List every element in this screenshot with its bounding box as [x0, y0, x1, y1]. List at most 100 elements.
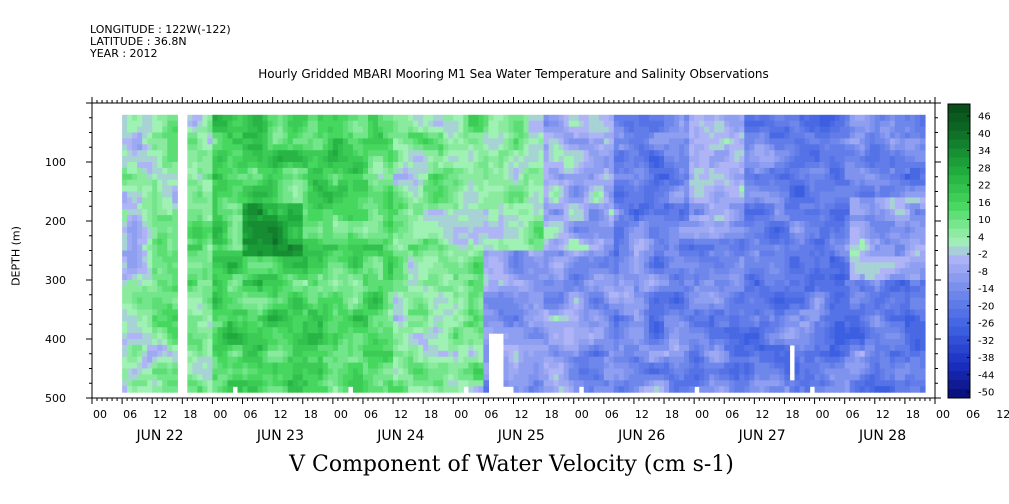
heatmap-cell [423, 232, 429, 240]
heatmap-cell [603, 285, 610, 293]
heatmap-cell [282, 297, 289, 305]
heatmap-cell [563, 368, 570, 375]
heatmap-cell [187, 386, 193, 393]
heatmap-cell [603, 191, 610, 198]
heatmap-cell [468, 203, 474, 210]
heatmap-cell [222, 132, 229, 139]
heatmap-cell [227, 285, 234, 293]
heatmap-cell [593, 226, 600, 234]
heatmap-cell [508, 356, 515, 364]
heatmap-cell [297, 356, 304, 364]
heatmap-cell [603, 138, 610, 145]
heatmap-cell [443, 285, 449, 293]
heatmap-cell [659, 114, 665, 122]
heatmap-cell [518, 197, 525, 204]
heatmap-cell [147, 197, 153, 204]
heatmap-cell [192, 238, 198, 246]
heatmap-cell [237, 309, 244, 316]
heatmap-cell [393, 167, 399, 175]
heatmap-cell [403, 250, 409, 257]
heatmap-cell [322, 114, 329, 122]
heatmap-cell [603, 291, 610, 299]
heatmap-cell [352, 374, 359, 381]
heatmap-cell [643, 297, 650, 305]
heatmap-cell [237, 344, 244, 352]
heatmap-cell [232, 262, 239, 269]
heatmap-cell [132, 162, 138, 169]
heatmap-cell [347, 268, 354, 275]
heatmap-cell [498, 114, 505, 122]
heatmap-cell [423, 309, 429, 316]
heatmap-cell [342, 344, 349, 352]
heatmap-cell [633, 226, 640, 234]
heatmap-cell [593, 291, 600, 299]
heatmap-cell [157, 380, 163, 387]
heatmap-cell [267, 386, 274, 393]
heatmap-cell [127, 114, 133, 122]
heatmap-cell [297, 138, 304, 145]
heatmap-cell [342, 232, 349, 240]
heatmap-cell [403, 327, 409, 334]
heatmap-cell [628, 327, 635, 334]
heatmap-cell [137, 203, 143, 210]
heatmap-cell [533, 114, 540, 122]
heatmap-cell [523, 150, 530, 157]
heatmap-cell [548, 362, 555, 370]
heatmap-cell [388, 244, 394, 252]
heatmap-cell [538, 126, 545, 134]
heatmap-cell [202, 191, 209, 198]
heatmap-cell [553, 368, 560, 375]
heatmap-cell [373, 185, 379, 193]
heatmap-cell [222, 173, 229, 181]
heatmap-cell [322, 238, 329, 246]
heatmap-cell [362, 315, 369, 322]
heatmap-cell [222, 114, 229, 122]
heatmap-cell [428, 209, 434, 216]
heatmap-cell [142, 203, 148, 210]
heatmap-cell [473, 114, 479, 122]
heatmap-cell [152, 226, 158, 234]
heatmap-cell [252, 173, 259, 181]
heatmap-cell [664, 309, 670, 316]
heatmap-cell [433, 209, 439, 216]
heatmap-cell [262, 221, 269, 228]
heatmap-cell [127, 120, 133, 128]
heatmap-cell [297, 197, 304, 204]
heatmap-cell [618, 280, 625, 287]
heatmap-cell [563, 280, 570, 287]
heatmap-cell [162, 274, 168, 281]
heatmap-cell [247, 191, 254, 198]
heatmap-cell [523, 185, 530, 193]
heatmap-cell [413, 256, 419, 263]
heatmap-cell [498, 303, 505, 311]
heatmap-cell [428, 203, 434, 210]
heatmap-cell [603, 209, 610, 216]
heatmap-cell [237, 350, 244, 358]
heatmap-cell [528, 256, 535, 263]
heatmap-cell [563, 256, 570, 263]
heatmap-cell [528, 238, 535, 246]
heatmap-cell [638, 209, 645, 216]
heatmap-cell [618, 303, 625, 311]
heatmap-cell [518, 150, 525, 157]
heatmap-cell [388, 132, 394, 139]
heatmap-cell [478, 126, 484, 134]
heatmap-cell [548, 274, 555, 281]
heatmap-cell [187, 167, 193, 175]
heatmap-cell [648, 191, 655, 198]
heatmap-cell [247, 333, 254, 340]
heatmap-cell [207, 185, 214, 193]
heatmap-cell [137, 197, 143, 204]
heatmap-cell [558, 114, 565, 122]
heatmap-cell [608, 303, 615, 311]
heatmap-cell [147, 285, 153, 293]
heatmap-cell [498, 162, 505, 169]
heatmap-cell [122, 156, 128, 163]
heatmap-cell [654, 291, 660, 299]
heatmap-cell [563, 156, 570, 163]
heatmap-cell [438, 150, 444, 157]
heatmap-cell [237, 362, 244, 370]
heatmap-cell [132, 262, 138, 269]
heatmap-cell [267, 268, 274, 275]
heatmap-cell [302, 368, 309, 375]
